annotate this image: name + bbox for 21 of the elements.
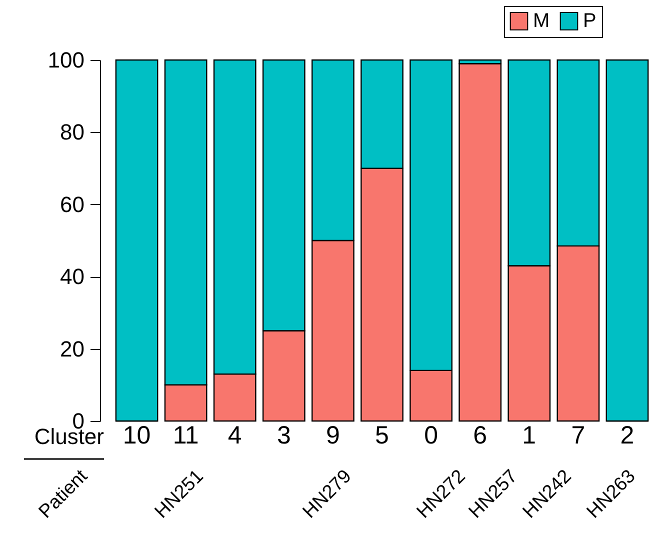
y-tick-label: 20 — [60, 336, 84, 362]
y-tick-label: 80 — [60, 120, 84, 145]
y-tick-label: 100 — [48, 48, 84, 72]
legend-label: M — [533, 10, 550, 32]
y-tick-label: 60 — [60, 192, 84, 217]
x-tick-label: 11 — [172, 422, 199, 450]
legend-label: P — [583, 10, 596, 32]
x-tick-label: 6 — [473, 422, 488, 450]
x-tick-label: 9 — [326, 422, 340, 450]
bar — [606, 59, 649, 422]
x-tick-label: 3 — [276, 422, 291, 450]
x-tick-label: 0 — [424, 422, 438, 450]
y-tick-label: 40 — [60, 264, 84, 290]
bar — [115, 59, 158, 422]
bar — [458, 63, 502, 422]
x-tick-label: 10 — [122, 422, 151, 450]
x-tick-label: 2 — [620, 422, 634, 450]
x-tick-label: 7 — [571, 422, 586, 450]
x-tick-label: 5 — [375, 422, 389, 450]
x-tick-label: 4 — [228, 422, 242, 450]
x-tick-label: 1 — [522, 422, 536, 450]
